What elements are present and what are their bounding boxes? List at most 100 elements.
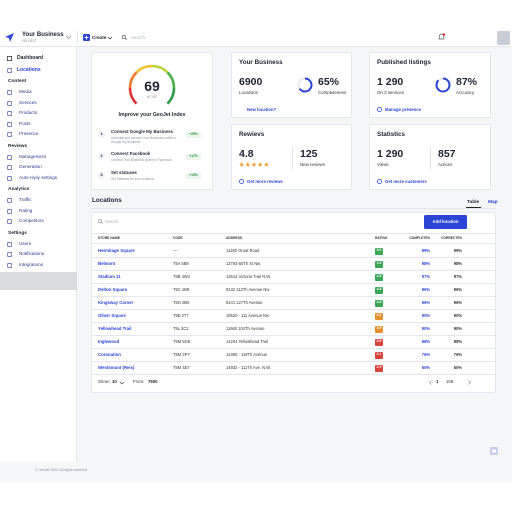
tab[interactable]: Map	[488, 200, 498, 205]
column-header[interactable]: STORE NAME	[98, 235, 120, 240]
nav-item[interactable]: Generation	[19, 164, 42, 170]
store-name[interactable]: Inglewood	[98, 339, 120, 344]
page-total[interactable]: 108	[446, 379, 454, 384]
section-title: Locations	[92, 197, 122, 204]
stat-value: 857	[438, 148, 456, 160]
card-link[interactable]: Manage presence	[385, 106, 422, 112]
column-header[interactable]: CODE	[173, 235, 183, 240]
index-title: Improve your GeoJet Index	[118, 112, 186, 118]
footer-background	[0, 462, 512, 482]
rating-stars	[239, 162, 269, 167]
tab[interactable]: Table	[467, 200, 480, 205]
nav-group-title: Reviews	[8, 143, 28, 149]
store-name[interactable]: Delton Square	[98, 287, 128, 292]
nav-item[interactable]: Users	[19, 240, 31, 246]
nav-item[interactable]: Services	[19, 99, 37, 105]
index-score: 69	[144, 78, 160, 94]
link-icon	[377, 179, 382, 184]
nav-item[interactable]: Products	[19, 110, 38, 116]
store-address: 13514 Victoria Trail N.W.	[226, 274, 271, 279]
add-location-button[interactable]	[424, 215, 467, 229]
sidebar	[0, 47, 77, 462]
nav-icon	[7, 262, 12, 268]
topbar	[0, 28, 512, 47]
table-search[interactable]: Search	[105, 219, 119, 224]
create-button[interactable]: Create	[92, 34, 107, 40]
store-name[interactable]: Stadium 11	[98, 274, 121, 279]
nav-group-title: Content	[8, 79, 27, 84]
store-name[interactable]: Yellowhead Trail	[98, 326, 132, 331]
nav-item[interactable]: Notifications	[19, 251, 45, 257]
step-title[interactable]: Connect Facebook	[111, 151, 151, 156]
nav-item[interactable]: Locations	[17, 67, 41, 73]
nav-item[interactable]: Dashboard	[17, 55, 44, 61]
row-line	[91, 257, 496, 258]
nav-item[interactable]: Rating	[19, 207, 33, 213]
completed-value: 88%	[421, 339, 430, 344]
logo	[5, 33, 14, 42]
completed-value: 96%	[421, 287, 430, 292]
column-header[interactable]: COMPLETED	[409, 235, 430, 240]
nav-icon	[7, 132, 12, 137]
rating-value: 4.8	[376, 287, 382, 292]
card-title: Statistics	[377, 131, 405, 138]
step-number: 2	[100, 154, 103, 158]
card-link[interactable]: Get more customers	[385, 178, 427, 184]
store-name[interactable]: Oliver Square	[98, 313, 126, 318]
nav-group-title: Settings	[8, 230, 27, 236]
nav-icon	[7, 241, 12, 247]
page-current[interactable]: 1	[436, 379, 439, 384]
corrected-value: 96%	[453, 300, 462, 305]
store-name[interactable]: Westmount (Reis)	[98, 365, 135, 370]
index-card	[91, 52, 213, 190]
store-name[interactable]: Kingsway Corner	[98, 300, 134, 305]
store-code: T5M 5G8	[173, 339, 191, 344]
rating-value: 4.8	[376, 274, 382, 279]
rating-badge	[375, 338, 383, 346]
show-value[interactable]: 10	[112, 379, 117, 384]
corrected-value: 88%	[453, 339, 462, 344]
store-name[interactable]: Hermitage Square	[98, 248, 135, 253]
nav-item[interactable]: Traffic	[19, 197, 32, 203]
completed-value: 98%	[421, 261, 430, 266]
prev-page	[429, 380, 432, 385]
column-header[interactable]: CORRECTED	[441, 235, 462, 240]
store-name[interactable]: Coronation	[98, 352, 121, 357]
create-icon	[83, 34, 90, 41]
nav-item[interactable]: Posts	[19, 120, 31, 126]
nav-item[interactable]: Auto-reply settings	[19, 174, 58, 180]
step-title[interactable]: Set statuses	[111, 170, 137, 175]
business-card	[231, 52, 352, 118]
link-icon	[377, 107, 382, 112]
store-code: T5G 0B6	[173, 300, 190, 305]
row-line	[91, 322, 496, 323]
store-code: —	[173, 248, 178, 253]
store-code: T5M 2P7	[173, 352, 190, 357]
rating-badge	[375, 273, 383, 281]
sidebar-highlight	[0, 272, 77, 290]
completed-value: 76%	[421, 352, 430, 357]
stat-value: 1 290	[377, 148, 404, 160]
avatar[interactable]	[497, 31, 510, 45]
nav-icon	[7, 219, 12, 224]
nav-icon	[7, 90, 12, 95]
nav-item[interactable]: Media	[19, 89, 32, 95]
rating-badge	[375, 299, 383, 307]
footer-text: © GeoJet 2022. All rights reserved.	[35, 468, 88, 472]
nav-item[interactable]: Presence	[19, 131, 39, 137]
nav-item[interactable]: Competitors	[19, 218, 44, 224]
step-number: 3	[100, 173, 103, 177]
card-title: Published listings	[377, 59, 431, 66]
card-link[interactable]: New location?	[247, 106, 277, 112]
column-header[interactable]: ADDRESS	[226, 235, 243, 240]
nav-item[interactable]: Integrations	[19, 261, 44, 267]
nav-item[interactable]: Management	[19, 153, 46, 159]
gauge	[128, 64, 176, 105]
rating-badge	[375, 247, 383, 255]
store-name[interactable]: Belmont	[98, 261, 116, 266]
column-header[interactable]: RATING	[375, 235, 388, 240]
step-title[interactable]: Connect Google My Business	[111, 129, 173, 134]
search-input[interactable]: Search	[131, 34, 145, 40]
card-link[interactable]: Get more reviews	[247, 178, 283, 184]
